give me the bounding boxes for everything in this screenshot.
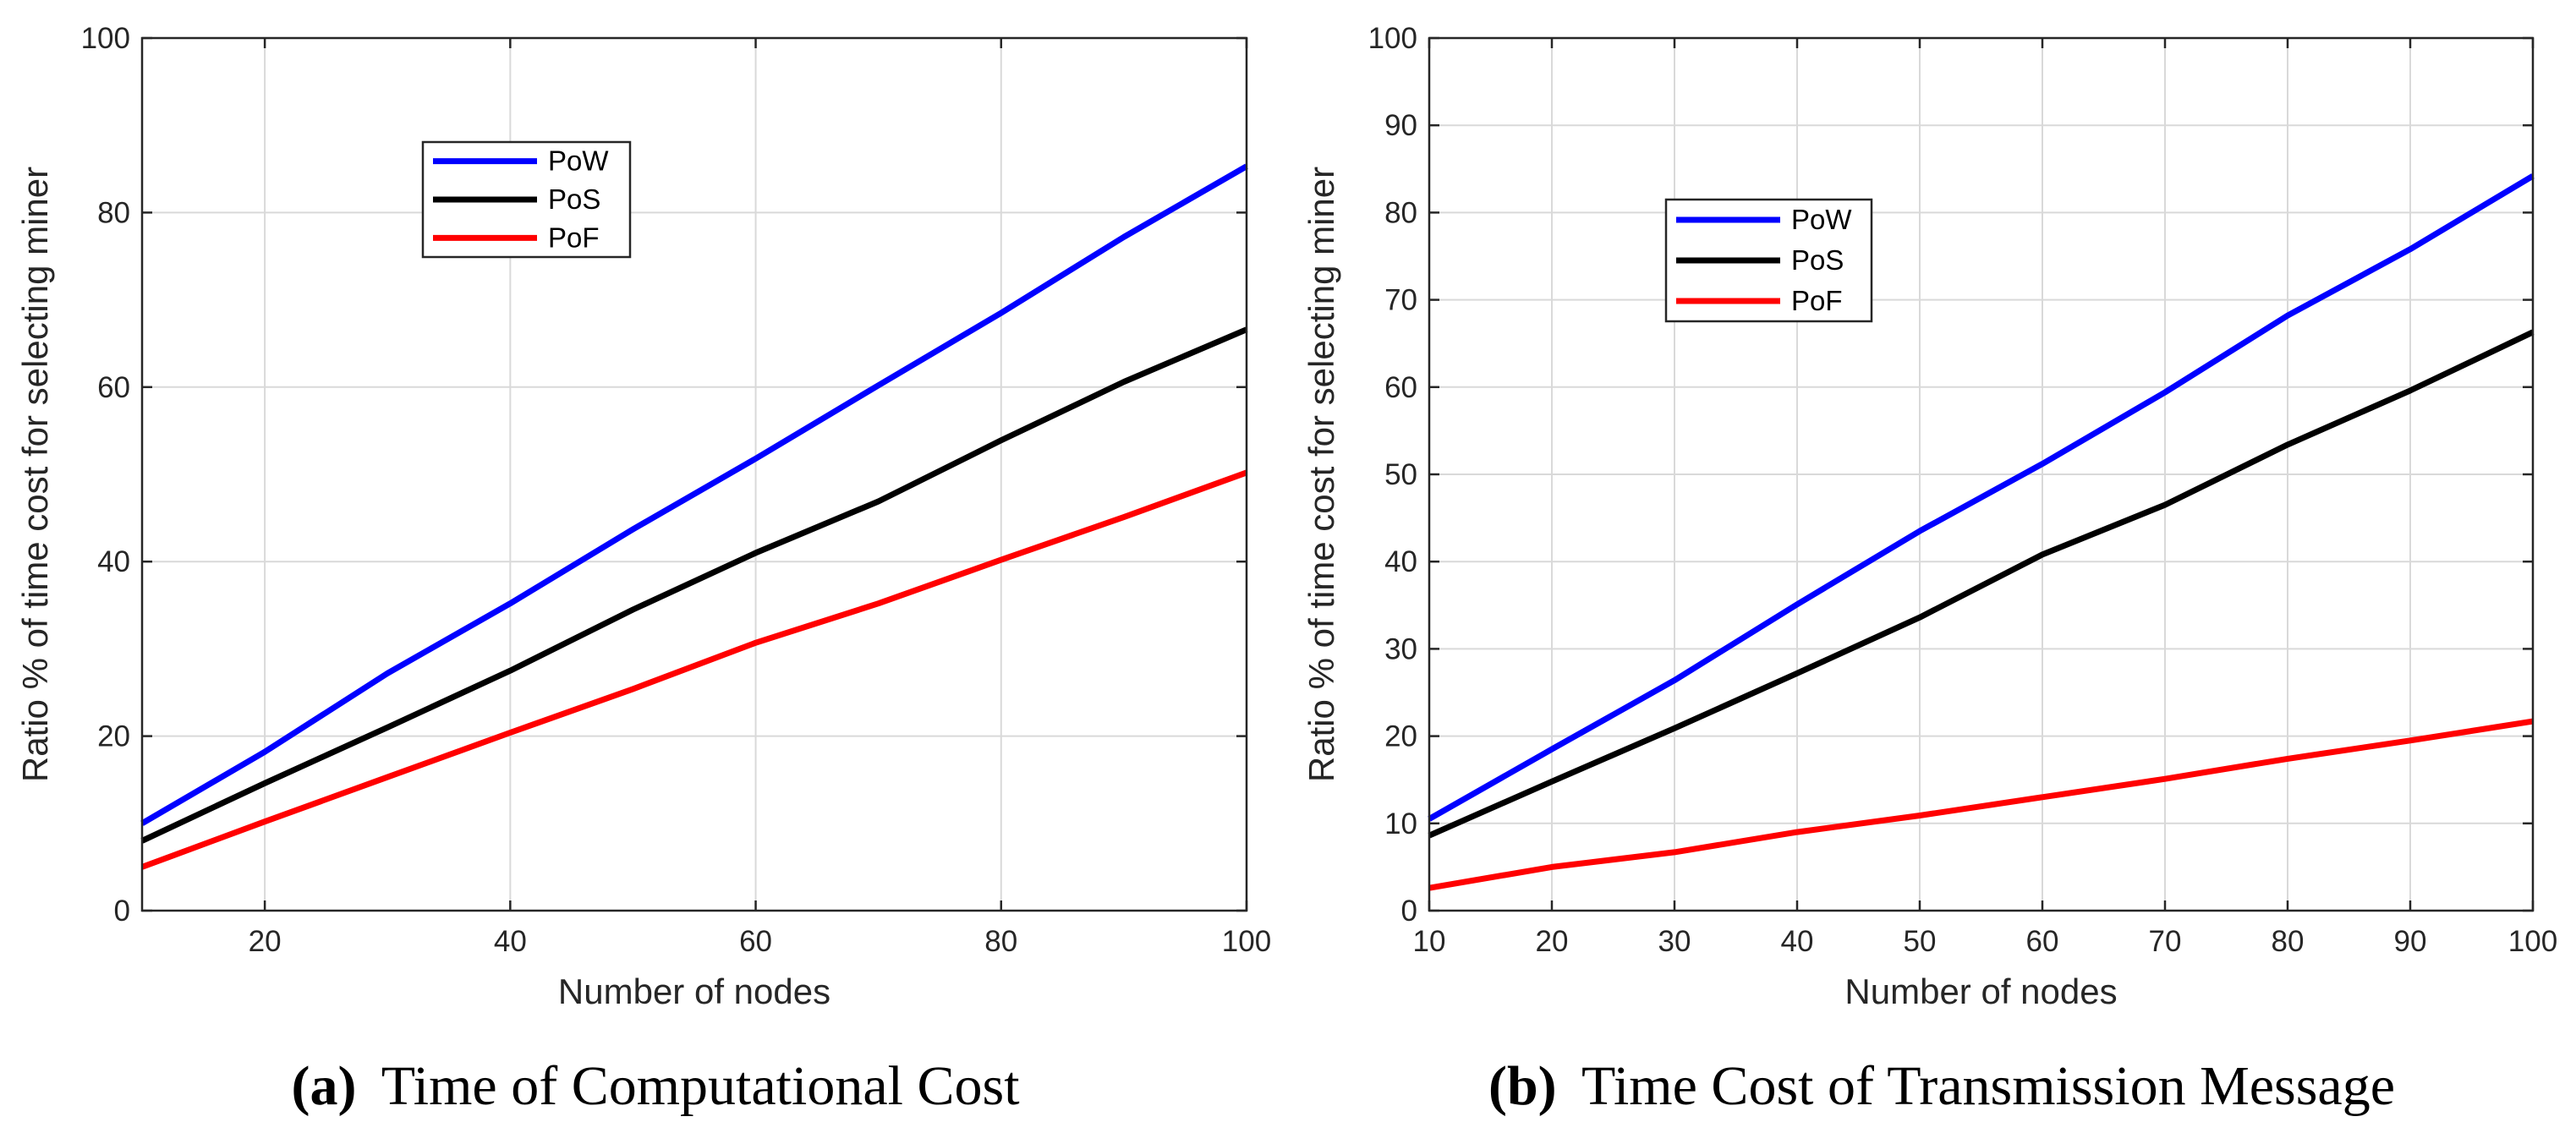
chart-b-y-tick-label: 80 <box>1384 196 1417 229</box>
chart-b-x-tick-label: 20 <box>1536 925 1569 958</box>
chart-panel-a: 20 40 60 80 100 0 20 40 60 80 100 Number of nodes… <box>15 22 1271 1117</box>
chart-b-caption-label: (b) <box>1488 1055 1557 1117</box>
chart-a-legend-label-pos: PoS <box>548 183 600 215</box>
chart-a-x-tick-label: 100 <box>1222 925 1271 958</box>
chart-b-y-tick-label: 30 <box>1384 632 1417 665</box>
chart-a-caption-label: (a) <box>291 1055 356 1117</box>
chart-a-y-tick-label: 40 <box>97 545 130 578</box>
chart-b-legend-label-pos: PoS <box>1791 244 1844 276</box>
chart-a-y-ticks: 0 20 40 60 80 100 <box>81 22 1247 928</box>
chart-b-x-ticks: 10 20 30 40 50 60 70 80 90 100 <box>1413 38 2557 958</box>
chart-a-y-tick-label: 20 <box>97 720 130 753</box>
chart-b-y-axis-label: Ratio % of time cost for selecting miner <box>1302 167 1341 782</box>
chart-a-y-tick-label: 60 <box>97 371 130 404</box>
chart-a-grid <box>142 37 1247 911</box>
chart-b-y-tick-label: 10 <box>1384 807 1417 840</box>
chart-b-caption: (b) Time Cost of Transmission Message <box>1488 1055 2395 1117</box>
chart-b-y-tick-label: 50 <box>1384 458 1417 491</box>
chart-a-series <box>140 163 1248 870</box>
chart-a-x-tick-label: 40 <box>494 925 527 958</box>
chart-b-y-tick-label: 0 <box>1401 895 1417 928</box>
chart-a-legend-label-pof: PoF <box>548 222 600 253</box>
chart-a-caption-text: Time of Computational Cost <box>381 1055 1020 1117</box>
chart-b-x-tick-label: 30 <box>1658 925 1691 958</box>
chart-b-y-ticks: 0 10 20 30 40 50 60 70 80 90 100 <box>1368 22 2533 928</box>
chart-b-x-tick-label: 80 <box>2272 925 2305 958</box>
chart-a-x-tick-label: 80 <box>984 925 1017 958</box>
chart-b-y-tick-label: 100 <box>1368 22 1417 55</box>
chart-a-series-line-pof <box>140 469 1248 870</box>
chart-b-x-tick-label: 10 <box>1413 925 1446 958</box>
chart-b-series-line-pof <box>1428 718 2534 891</box>
chart-a-legend-label-pow: PoW <box>548 145 609 177</box>
chart-b-y-tick-label: 20 <box>1384 720 1417 753</box>
chart-b-x-tick-label: 50 <box>1904 925 1937 958</box>
chart-a-axes-box <box>140 36 1248 912</box>
chart-b-series-line-pow <box>1428 173 2535 822</box>
chart-b-x-tick-label: 70 <box>2149 925 2182 958</box>
chart-a-legend: PoW PoS PoF <box>421 140 632 259</box>
chart-a-y-axis-label: Ratio % of time cost for selecting miner <box>15 167 55 782</box>
chart-b-y-tick-label: 60 <box>1384 371 1417 404</box>
chart-a-x-tick-label: 20 <box>249 925 282 958</box>
chart-a-series-line-pow <box>140 163 1248 826</box>
chart-b-y-tick-label: 40 <box>1384 545 1417 578</box>
chart-b-series <box>1428 173 2535 891</box>
chart-a-x-axis-label: Number of nodes <box>558 972 830 1011</box>
chart-b-y-tick-label: 90 <box>1384 109 1417 142</box>
chart-b-x-axis-label: Number of nodes <box>1844 972 2117 1011</box>
chart-b-x-tick-label: 100 <box>2508 925 2557 958</box>
chart-b-legend: PoW PoS PoF <box>1664 198 1873 323</box>
chart-a-y-tick-label: 80 <box>97 196 130 229</box>
chart-a-caption: (a) Time of Computational Cost <box>291 1055 1019 1117</box>
chart-b-x-tick-label: 60 <box>2026 925 2059 958</box>
chart-b-y-tick-label: 70 <box>1384 284 1417 317</box>
chart-b-grid <box>1428 37 2534 911</box>
chart-b-legend-label-pow: PoW <box>1791 204 1852 235</box>
chart-b-series-line-pos <box>1428 329 2535 839</box>
chart-a-y-tick-label: 100 <box>81 22 130 55</box>
chart-b-x-tick-label: 40 <box>1781 925 1814 958</box>
chart-b-x-tick-label: 90 <box>2394 925 2427 958</box>
chart-panel-b: 10 20 30 40 50 60 70 80 90 100 010203040506070809… <box>1302 22 2557 1117</box>
chart-a-series-line-pos <box>140 326 1248 844</box>
chart-b-caption-text: Time Cost of Transmission Message <box>1581 1055 2395 1117</box>
chart-a-x-tick-label: 60 <box>739 925 772 958</box>
chart-b-legend-label-pof: PoF <box>1791 285 1843 316</box>
chart-a-y-tick-label: 0 <box>114 895 130 928</box>
chart-a-x-ticks: 20 40 60 80 100 <box>249 38 1271 958</box>
